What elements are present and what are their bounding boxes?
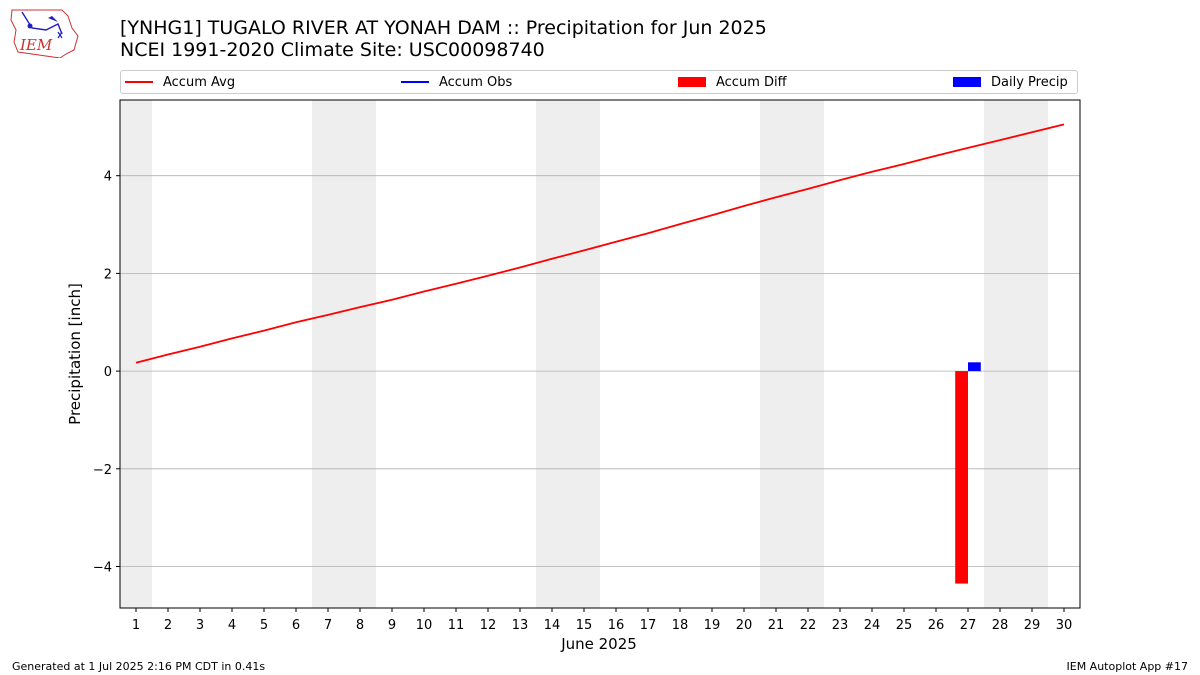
x-tick-label: 24 xyxy=(864,618,881,633)
accum-diff-bar-day-27 xyxy=(955,371,968,584)
x-tick-label: 14 xyxy=(544,618,561,633)
y-axis-ticks: −4 −2 0 2 4 xyxy=(93,170,120,575)
x-tick-label: 26 xyxy=(928,618,945,633)
x-tick-label: 28 xyxy=(992,618,1009,633)
line-series xyxy=(135,123,1065,364)
daily-precip-bar-day-27 xyxy=(968,362,981,372)
plot-frame xyxy=(119,99,1081,609)
legend: Accum Avg Accum Obs Accum Diff Daily Pre… xyxy=(120,70,1078,94)
weekend-shade-day-14 xyxy=(536,100,568,608)
x-axis-label: June 2025 xyxy=(560,635,637,653)
x-tick-label: 30 xyxy=(1056,618,1073,633)
x-tick-label: 22 xyxy=(800,618,817,633)
y-tick-label: 4 xyxy=(104,170,112,185)
x-tick-label: 21 xyxy=(768,618,785,633)
legend-item-accum-obs: Accum Obs xyxy=(401,71,512,93)
iem-logo: IEM xyxy=(10,9,79,58)
x-tick-label: 1 xyxy=(132,618,140,633)
weekend-shade-day-7 xyxy=(312,100,344,608)
app-label: IEM Autoplot App #17 xyxy=(1066,660,1189,673)
iem-logo-text: IEM xyxy=(19,36,53,54)
y-axis-label: Precipitation [inch] xyxy=(66,283,84,425)
weekend-shade-day-21 xyxy=(760,100,792,608)
x-tick-label: 23 xyxy=(832,618,849,633)
x-tick-label: 8 xyxy=(356,618,364,633)
legend-item-accum-avg: Accum Avg xyxy=(125,71,235,93)
x-tick-label: 12 xyxy=(480,618,497,633)
x-tick-label: 13 xyxy=(512,618,529,633)
x-tick-label: 17 xyxy=(640,618,657,633)
x-tick-label: 5 xyxy=(260,618,268,633)
x-tick-label: 27 xyxy=(960,618,977,633)
legend-label-accum-obs: Accum Obs xyxy=(439,74,513,90)
bar-series xyxy=(955,362,981,584)
x-tick-label: 4 xyxy=(228,618,236,633)
weekend-shade-day-1 xyxy=(120,100,152,608)
legend-item-daily-precip: Daily Precip xyxy=(953,71,1068,93)
weekend-shade-day-29 xyxy=(1016,100,1048,608)
accum-avg-line xyxy=(135,123,1065,364)
weekend-shading xyxy=(120,100,1048,608)
x-tick-label: 9 xyxy=(388,618,396,633)
chart-title: [YNHG1] TUGALO RIVER AT YONAH DAM :: Pre… xyxy=(120,17,767,39)
x-tick-label: 15 xyxy=(576,618,593,633)
x-tick-label: 25 xyxy=(896,618,913,633)
y-tick-label: −2 xyxy=(93,463,112,478)
x-axis-ticks: 1 2 3 4 5 6 7 8 9 10 11 12 13 14 15 16 17 18 19 20 21 22 23 24 2… xyxy=(132,608,1072,633)
generated-timestamp: Generated at 1 Jul 2025 2:16 PM CDT in 0… xyxy=(12,660,266,673)
weekend-shade-day-28 xyxy=(984,100,1016,608)
x-tick-label: 10 xyxy=(416,618,433,633)
y-tick-label: −4 xyxy=(93,560,112,575)
legend-label-accum-avg: Accum Avg xyxy=(163,74,236,90)
x-tick-label: 2 xyxy=(164,618,172,633)
x-tick-label: 7 xyxy=(324,618,332,633)
weekend-shade-day-8 xyxy=(344,100,376,608)
x-tick-label: 19 xyxy=(704,618,721,633)
weekend-shade-day-22 xyxy=(792,100,824,608)
x-tick-label: 11 xyxy=(448,618,465,633)
x-tick-label: 3 xyxy=(196,618,204,633)
legend-item-accum-diff: Accum Diff xyxy=(678,71,787,93)
x-tick-label: 16 xyxy=(608,618,625,633)
chart-subtitle: NCEI 1991-2020 Climate Site: USC00098740 xyxy=(120,39,545,61)
accum-avg-swatch xyxy=(125,81,153,83)
accum-obs-swatch xyxy=(401,81,429,83)
weekend-shade-day-15 xyxy=(568,100,600,608)
legend-label-accum-diff: Accum Diff xyxy=(716,74,787,90)
legend-label-daily-precip: Daily Precip xyxy=(991,74,1068,90)
x-tick-label: 18 xyxy=(672,618,689,633)
x-tick-label: 6 xyxy=(292,618,300,633)
accum-diff-swatch xyxy=(678,77,706,87)
daily-precip-swatch xyxy=(953,77,981,87)
x-tick-label: 20 xyxy=(736,618,753,633)
y-tick-label: 0 xyxy=(104,365,112,380)
y-tick-label: 2 xyxy=(104,267,112,282)
grid-lines xyxy=(120,175,1080,567)
x-tick-label: 29 xyxy=(1024,618,1041,633)
